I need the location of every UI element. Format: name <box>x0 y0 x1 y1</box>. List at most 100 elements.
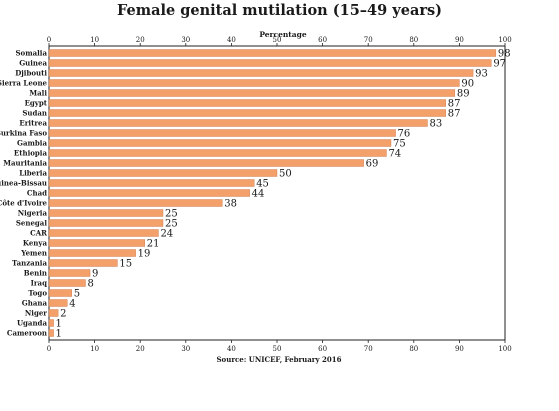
x-tick-label-bottom: 0 <box>47 345 51 353</box>
category-label: Uganda <box>17 319 48 328</box>
category-label: Côte d'Ivoire <box>0 199 48 208</box>
x-tick-label-top: 100 <box>498 36 511 44</box>
category-label: Burkina Faso <box>0 129 47 138</box>
bar <box>48 229 159 237</box>
category-label: Guinea <box>19 59 47 68</box>
category-label: Ghana <box>22 299 48 308</box>
x-tick-label-bottom: 60 <box>318 345 327 353</box>
value-label: 15 <box>119 259 132 270</box>
value-label: 19 <box>138 249 151 260</box>
bar <box>48 259 118 267</box>
value-label: 1 <box>56 319 62 330</box>
category-label: Sierra Leone <box>0 79 48 88</box>
value-label: 76 <box>398 129 411 140</box>
x-tick-label-top: 40 <box>227 36 236 44</box>
bar <box>48 89 456 97</box>
value-label: 1 <box>56 329 62 340</box>
category-label: Mauritania <box>3 159 47 168</box>
bar <box>48 69 474 77</box>
category-label: CAR <box>30 229 47 238</box>
category-label: Mali <box>29 89 47 98</box>
x-tick-label-bottom: 100 <box>498 345 511 353</box>
value-label: 87 <box>448 109 461 120</box>
x-tick-label-bottom: 90 <box>455 345 464 353</box>
value-label: 69 <box>366 159 379 170</box>
value-label: 89 <box>457 89 470 100</box>
x-tick-label-top: 80 <box>409 36 418 44</box>
bar <box>48 269 91 277</box>
value-label: 93 <box>475 69 488 80</box>
bar <box>48 109 446 117</box>
category-label: Iraq <box>31 279 47 288</box>
category-label: Senegal <box>16 219 47 228</box>
bar <box>48 49 497 57</box>
bar <box>48 249 136 257</box>
bar <box>48 319 54 327</box>
category-label: Niger <box>25 309 47 318</box>
value-label: 83 <box>429 119 442 130</box>
x-tick-label-bottom: 70 <box>364 345 373 353</box>
category-label: Egypt <box>25 99 48 108</box>
bar <box>48 219 164 227</box>
category-label: Gambia <box>17 139 47 148</box>
x-tick-label-bottom: 30 <box>181 345 190 353</box>
category-label: Ethiopia <box>14 149 48 158</box>
value-label: 24 <box>160 229 173 240</box>
bar <box>48 309 59 317</box>
bar <box>48 159 364 167</box>
bar <box>48 209 164 217</box>
value-label: 44 <box>252 189 265 200</box>
bar <box>48 129 396 137</box>
category-label: Guinea-Bissau <box>0 179 47 188</box>
category-label: Cameroon <box>7 329 47 338</box>
category-label: Djibouti <box>15 69 47 78</box>
value-label: 45 <box>256 179 269 190</box>
category-label: Togo <box>28 289 47 298</box>
x-tick-label-top: 10 <box>90 36 99 44</box>
category-label: Kenya <box>23 239 48 248</box>
bar <box>48 189 250 197</box>
x-tick-label-top: 30 <box>181 36 190 44</box>
x-tick-label-top: 0 <box>47 36 51 44</box>
value-label: 21 <box>147 239 160 250</box>
category-label: Benin <box>24 269 47 278</box>
category-label: Liberia <box>19 169 47 178</box>
x-axis-title: Percentage <box>259 30 307 39</box>
bar <box>48 139 392 147</box>
value-label: 25 <box>165 209 178 220</box>
bar <box>48 199 223 207</box>
chart-title: Female genital mutilation (15–49 years) <box>117 2 442 19</box>
value-label: 25 <box>165 219 178 230</box>
category-label: Tanzania <box>12 259 47 268</box>
bar <box>48 169 278 177</box>
x-tick-label-bottom: 50 <box>273 345 282 353</box>
category-label: Sudan <box>22 109 47 118</box>
bar <box>48 119 428 127</box>
value-label: 4 <box>69 299 75 310</box>
category-label: Yemen <box>20 249 47 258</box>
x-tick-label-bottom: 10 <box>90 345 99 353</box>
value-label: 9 <box>92 269 98 280</box>
category-label: Nigeria <box>18 209 48 218</box>
bar <box>48 239 145 247</box>
x-tick-label-top: 90 <box>455 36 464 44</box>
value-label: 8 <box>87 279 93 290</box>
value-label: 87 <box>448 99 461 110</box>
value-label: 75 <box>393 139 406 150</box>
bar <box>48 99 446 107</box>
x-tick-label-top: 50 <box>273 36 282 44</box>
value-label: 90 <box>461 79 474 90</box>
value-label: 50 <box>279 169 292 180</box>
value-label: 5 <box>74 289 80 300</box>
x-tick-label-bottom: 40 <box>227 345 236 353</box>
bar <box>48 79 460 87</box>
category-label: Eritrea <box>19 119 47 128</box>
x-tick-label-bottom: 80 <box>409 345 418 353</box>
source-note: Source: UNICEF, February 2016 <box>217 355 342 364</box>
value-label: 2 <box>60 309 66 320</box>
bar <box>48 279 86 287</box>
bar <box>48 329 54 337</box>
value-label: 98 <box>498 49 511 60</box>
value-label: 38 <box>224 199 237 210</box>
